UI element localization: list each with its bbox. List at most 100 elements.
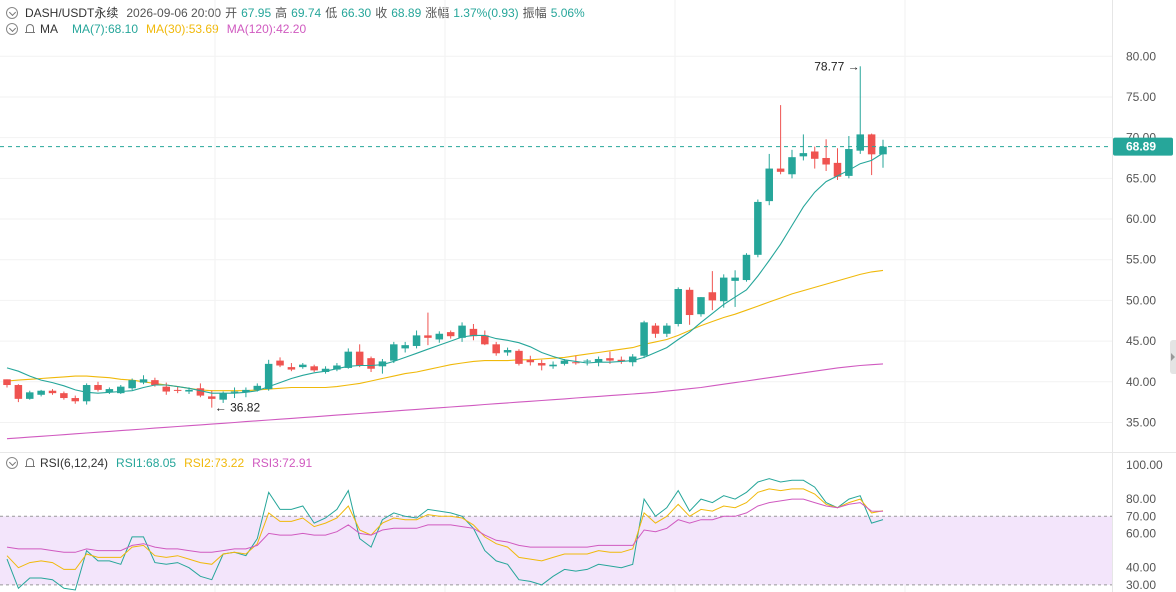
candle-up <box>879 146 887 155</box>
candle-down <box>310 366 318 371</box>
candle-down <box>492 344 500 354</box>
candle-up <box>185 389 193 392</box>
candle-up <box>560 360 569 364</box>
rsi-title[interactable]: RSI(6,12,24) <box>40 456 109 470</box>
candle-down <box>71 398 80 402</box>
candle-up <box>731 277 739 281</box>
candle-up <box>139 379 148 383</box>
rsi2-value: RSI2:73.22 <box>184 456 245 470</box>
ma30-value: MA(30):53.69 <box>146 22 219 36</box>
rsi-line-1 <box>6 478 884 591</box>
price-tick-label: 75.00 <box>1126 90 1156 104</box>
candle-down <box>515 350 523 364</box>
candle-down <box>94 385 102 390</box>
candle-down <box>776 168 785 172</box>
candle-down <box>287 367 296 370</box>
candle-up <box>264 363 273 390</box>
candle-down <box>173 389 182 391</box>
candle-up <box>253 385 262 390</box>
candle-up <box>549 364 557 367</box>
candle-down <box>162 386 171 392</box>
high-label: 高 <box>275 6 288 20</box>
open-label: 开 <box>225 6 238 20</box>
candle-down <box>617 359 626 362</box>
candle-down <box>424 335 432 338</box>
collapse-toggle-icon[interactable] <box>6 6 18 19</box>
candle-down <box>526 359 535 363</box>
alert-bell-icon[interactable] <box>25 24 35 34</box>
rsi-line-2 <box>6 488 884 570</box>
open-value: 67.95 <box>241 5 272 20</box>
rsi-line-3 <box>6 498 884 553</box>
candle-up <box>25 392 34 399</box>
candle-down <box>14 385 23 399</box>
side-panel-expand-handle[interactable] <box>1170 340 1176 374</box>
candle-down <box>196 388 205 396</box>
rsi3-value: RSI3:72.91 <box>252 456 313 470</box>
rsi-tick-label: 40.00 <box>1126 561 1156 575</box>
candle-down <box>208 396 216 399</box>
ma-collapse-icon[interactable] <box>6 23 18 35</box>
symbol-label[interactable]: DASH/USDT永续 <box>25 6 119 20</box>
candle-up <box>640 322 648 356</box>
rsi-alert-bell-icon[interactable] <box>25 458 35 468</box>
ma-title[interactable]: MA <box>40 22 58 36</box>
ticker-header: DASH/USDT永续 2026-09-06 20:00 开 67.95 高 69.… <box>6 4 585 21</box>
candle-down <box>60 393 68 399</box>
price-tick-label: 65.00 <box>1126 171 1156 185</box>
rsi-band <box>0 516 1112 585</box>
ma-legend: MA MA(7):68.10 MA(30):53.69 MA(120):42.2… <box>6 22 306 36</box>
price-tick-label: 50.00 <box>1126 293 1156 307</box>
candle-up <box>765 168 773 202</box>
candle-down <box>537 363 546 366</box>
rsi-tick-label: 100.00 <box>1126 458 1163 472</box>
amplitude-label: 振幅 <box>522 6 547 20</box>
candle-down <box>822 157 830 165</box>
ma7-line <box>6 152 884 394</box>
candle-down <box>867 134 876 155</box>
candle-up <box>230 391 239 393</box>
rsi1-value: RSI1:68.05 <box>116 456 177 470</box>
price-tick-label: 60.00 <box>1126 212 1156 226</box>
candle-down <box>355 351 364 366</box>
candle-down <box>446 332 455 337</box>
ma120-value: MA(120):42.20 <box>226 22 307 36</box>
candle-down <box>48 390 57 394</box>
price-tick-label: 80.00 <box>1126 49 1156 63</box>
amplitude-value: 5.06% <box>550 5 585 20</box>
candle-up <box>594 358 603 363</box>
candle-down <box>367 358 375 369</box>
candle-down <box>572 362 580 364</box>
candle-up <box>321 368 330 372</box>
candle-down <box>276 360 284 366</box>
rsi-collapse-icon[interactable] <box>6 457 18 469</box>
candle-down <box>469 328 478 337</box>
candle-up <box>299 364 307 368</box>
candle-up <box>719 277 728 302</box>
candle-up <box>82 385 91 402</box>
candle-down <box>651 325 660 334</box>
candle-down <box>810 151 819 159</box>
candle-up <box>697 297 705 315</box>
candle-up <box>401 345 409 349</box>
candle-up <box>242 389 250 393</box>
price-tick-label: 45.00 <box>1126 334 1156 348</box>
candle-up <box>663 325 671 334</box>
candle-up <box>742 254 751 281</box>
low-value: 66.30 <box>341 5 372 20</box>
candle-up <box>128 380 136 389</box>
candle-up <box>503 350 512 353</box>
price-tick-label: 55.00 <box>1126 253 1156 267</box>
candle-down <box>708 292 717 301</box>
rsi-tick-label: 30.00 <box>1126 578 1156 592</box>
candle-up <box>378 361 387 367</box>
candle-down <box>833 162 842 177</box>
low-label: 低 <box>325 6 338 20</box>
candle-up <box>754 201 762 255</box>
candle-down <box>151 380 159 386</box>
candle-up <box>105 389 114 393</box>
rsi-legend: RSI(6,12,24) RSI1:68.05 RSI2:73.22 RSI3:… <box>6 456 312 470</box>
min-price-annotation: ← 36.82 <box>215 401 261 415</box>
candle-up <box>37 390 45 395</box>
